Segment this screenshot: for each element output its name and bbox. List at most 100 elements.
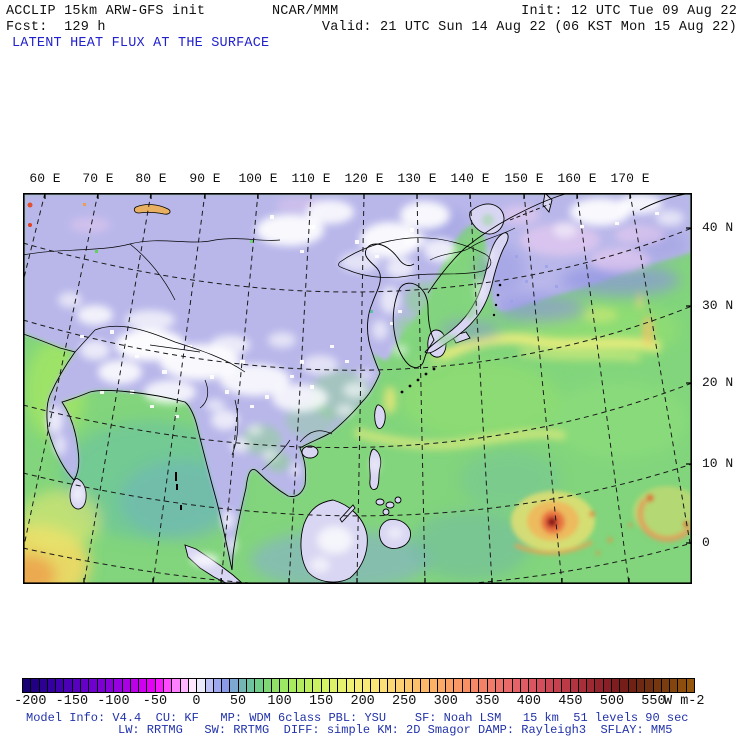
primorye-coast bbox=[427, 193, 566, 294]
colorbar-cell bbox=[254, 679, 263, 692]
longitude-label: 80 E bbox=[135, 171, 167, 186]
colorbar-tick-label: 150 bbox=[308, 694, 334, 709]
colorbar-cell bbox=[320, 679, 329, 692]
colorbar-cell bbox=[337, 679, 346, 692]
longitude-label: 140 E bbox=[450, 171, 490, 186]
colorbar-cell bbox=[262, 679, 271, 692]
colorbar-cell bbox=[387, 679, 396, 692]
colorbar-cell bbox=[55, 679, 64, 692]
colorbar-cell bbox=[660, 679, 670, 692]
colorbar-cell bbox=[519, 679, 529, 692]
colorbar-cell bbox=[511, 679, 520, 692]
longitude-label: 170 E bbox=[610, 171, 650, 186]
latitude-label: 30 N bbox=[702, 298, 734, 313]
colorbar-cell bbox=[528, 679, 537, 692]
colorbar-cell bbox=[569, 679, 578, 692]
warm-current-bands bbox=[353, 290, 662, 450]
colorbar-cell bbox=[611, 679, 620, 692]
colorbar-cell bbox=[470, 679, 479, 692]
graticule bbox=[23, 193, 692, 584]
colorbar-cell bbox=[279, 679, 288, 692]
white-patches bbox=[47, 194, 684, 573]
latitude-label: 40 N bbox=[702, 220, 734, 235]
cold-land-region bbox=[23, 193, 692, 570]
plot-title: LATENT HEAT FLUX AT THE SURFACE bbox=[12, 36, 270, 51]
colorbar-cell bbox=[345, 679, 354, 692]
colorbar-cell bbox=[146, 679, 155, 692]
colorbar-cell bbox=[328, 679, 338, 692]
init-time-label: Init: 12 UTC Tue 09 Aug 22 bbox=[521, 4, 737, 19]
japan-green-patches bbox=[438, 214, 494, 346]
colorbar-cell bbox=[635, 679, 645, 692]
colorbar-cell bbox=[478, 679, 487, 692]
colorbar-cell bbox=[553, 679, 562, 692]
latitude-label: 20 N bbox=[702, 375, 734, 390]
colorbar-cell bbox=[445, 679, 454, 692]
hainan bbox=[301, 445, 319, 459]
colorbar-cell bbox=[71, 679, 81, 692]
colorbar-cell bbox=[461, 679, 471, 692]
colorbar-cell bbox=[138, 679, 147, 692]
taiwan bbox=[374, 404, 386, 429]
colorbar-cell bbox=[171, 679, 180, 692]
latitude-label: 0 bbox=[702, 535, 710, 550]
colorbar-cell bbox=[677, 679, 686, 692]
colorbar-tick-label: 0 bbox=[192, 694, 201, 709]
colorbar-cell bbox=[80, 679, 89, 692]
colorbar-cell bbox=[494, 679, 504, 692]
colorbar-cell bbox=[38, 679, 47, 692]
colorbar-tick-label: 550 bbox=[641, 694, 666, 709]
colorbar-cell bbox=[204, 679, 213, 692]
colorbar-cell bbox=[370, 679, 379, 692]
colorbar-cell bbox=[544, 679, 553, 692]
longitude-label: 70 E bbox=[82, 171, 114, 186]
colorbar-cell bbox=[270, 679, 280, 692]
colorbar-cell bbox=[304, 679, 313, 692]
colorbar-cell bbox=[536, 679, 545, 692]
colorbar-cell bbox=[163, 679, 172, 692]
colorbar-cell bbox=[121, 679, 130, 692]
colorbar-cell bbox=[229, 679, 238, 692]
colorbar-tick-label: -100 bbox=[97, 694, 130, 709]
colorbar-tick-label: 400 bbox=[516, 694, 541, 709]
model-name-label: ACCLIP 15km ARW-GFS init bbox=[6, 4, 206, 19]
colorbar-tick-label: 50 bbox=[229, 694, 247, 709]
colorbar-tick-label: 300 bbox=[433, 694, 458, 709]
longitude-label: 150 E bbox=[504, 171, 544, 186]
colorbar-cell bbox=[602, 679, 612, 692]
colorbar-cell bbox=[619, 679, 628, 692]
colorbar-tick-label: 100 bbox=[267, 694, 292, 709]
colorbar-cell bbox=[577, 679, 587, 692]
country-borders bbox=[23, 227, 516, 471]
kamchatka-corner bbox=[639, 193, 686, 211]
colorbar-cell bbox=[436, 679, 446, 692]
colorbar-cell bbox=[104, 679, 114, 692]
colorbar-unit-label: W m-2 bbox=[664, 694, 705, 709]
colorbar-tick-label: -200 bbox=[14, 694, 47, 709]
colorbar-cell bbox=[453, 679, 462, 692]
colorbar-cell bbox=[428, 679, 437, 692]
sakhalin-tip bbox=[542, 193, 553, 213]
colorbar-tick-label: -50 bbox=[142, 694, 168, 709]
colorbar-cell bbox=[411, 679, 421, 692]
yellowsea-bohai-coast bbox=[365, 243, 415, 353]
org-label: NCAR/MMM bbox=[272, 4, 339, 19]
forecast-hour-label: Fcst: 129 h bbox=[6, 20, 106, 35]
colorbar-cell bbox=[395, 679, 404, 692]
colorbar-cell bbox=[23, 679, 31, 692]
visayas-1 bbox=[375, 498, 385, 506]
colorbar-cell bbox=[154, 679, 164, 692]
colorbar-cell bbox=[187, 679, 197, 692]
negative-flux-pink-patches bbox=[70, 197, 665, 272]
model-info-line2: LW: RRTMG SW: RRTMG DIFF: simple KM: 2D … bbox=[118, 723, 673, 737]
colorbar-cell bbox=[221, 679, 230, 692]
longitude-label: 100 E bbox=[238, 171, 278, 186]
colorbar-cell bbox=[96, 679, 105, 692]
colorbar-cell bbox=[212, 679, 222, 692]
colorbar-cell bbox=[594, 679, 603, 692]
valid-time-label: Valid: 21 UTC Sun 14 Aug 22 (06 KST Mon … bbox=[321, 20, 737, 35]
colorbar-cell bbox=[46, 679, 56, 692]
palawan bbox=[339, 504, 356, 523]
visayas-3 bbox=[394, 496, 402, 504]
